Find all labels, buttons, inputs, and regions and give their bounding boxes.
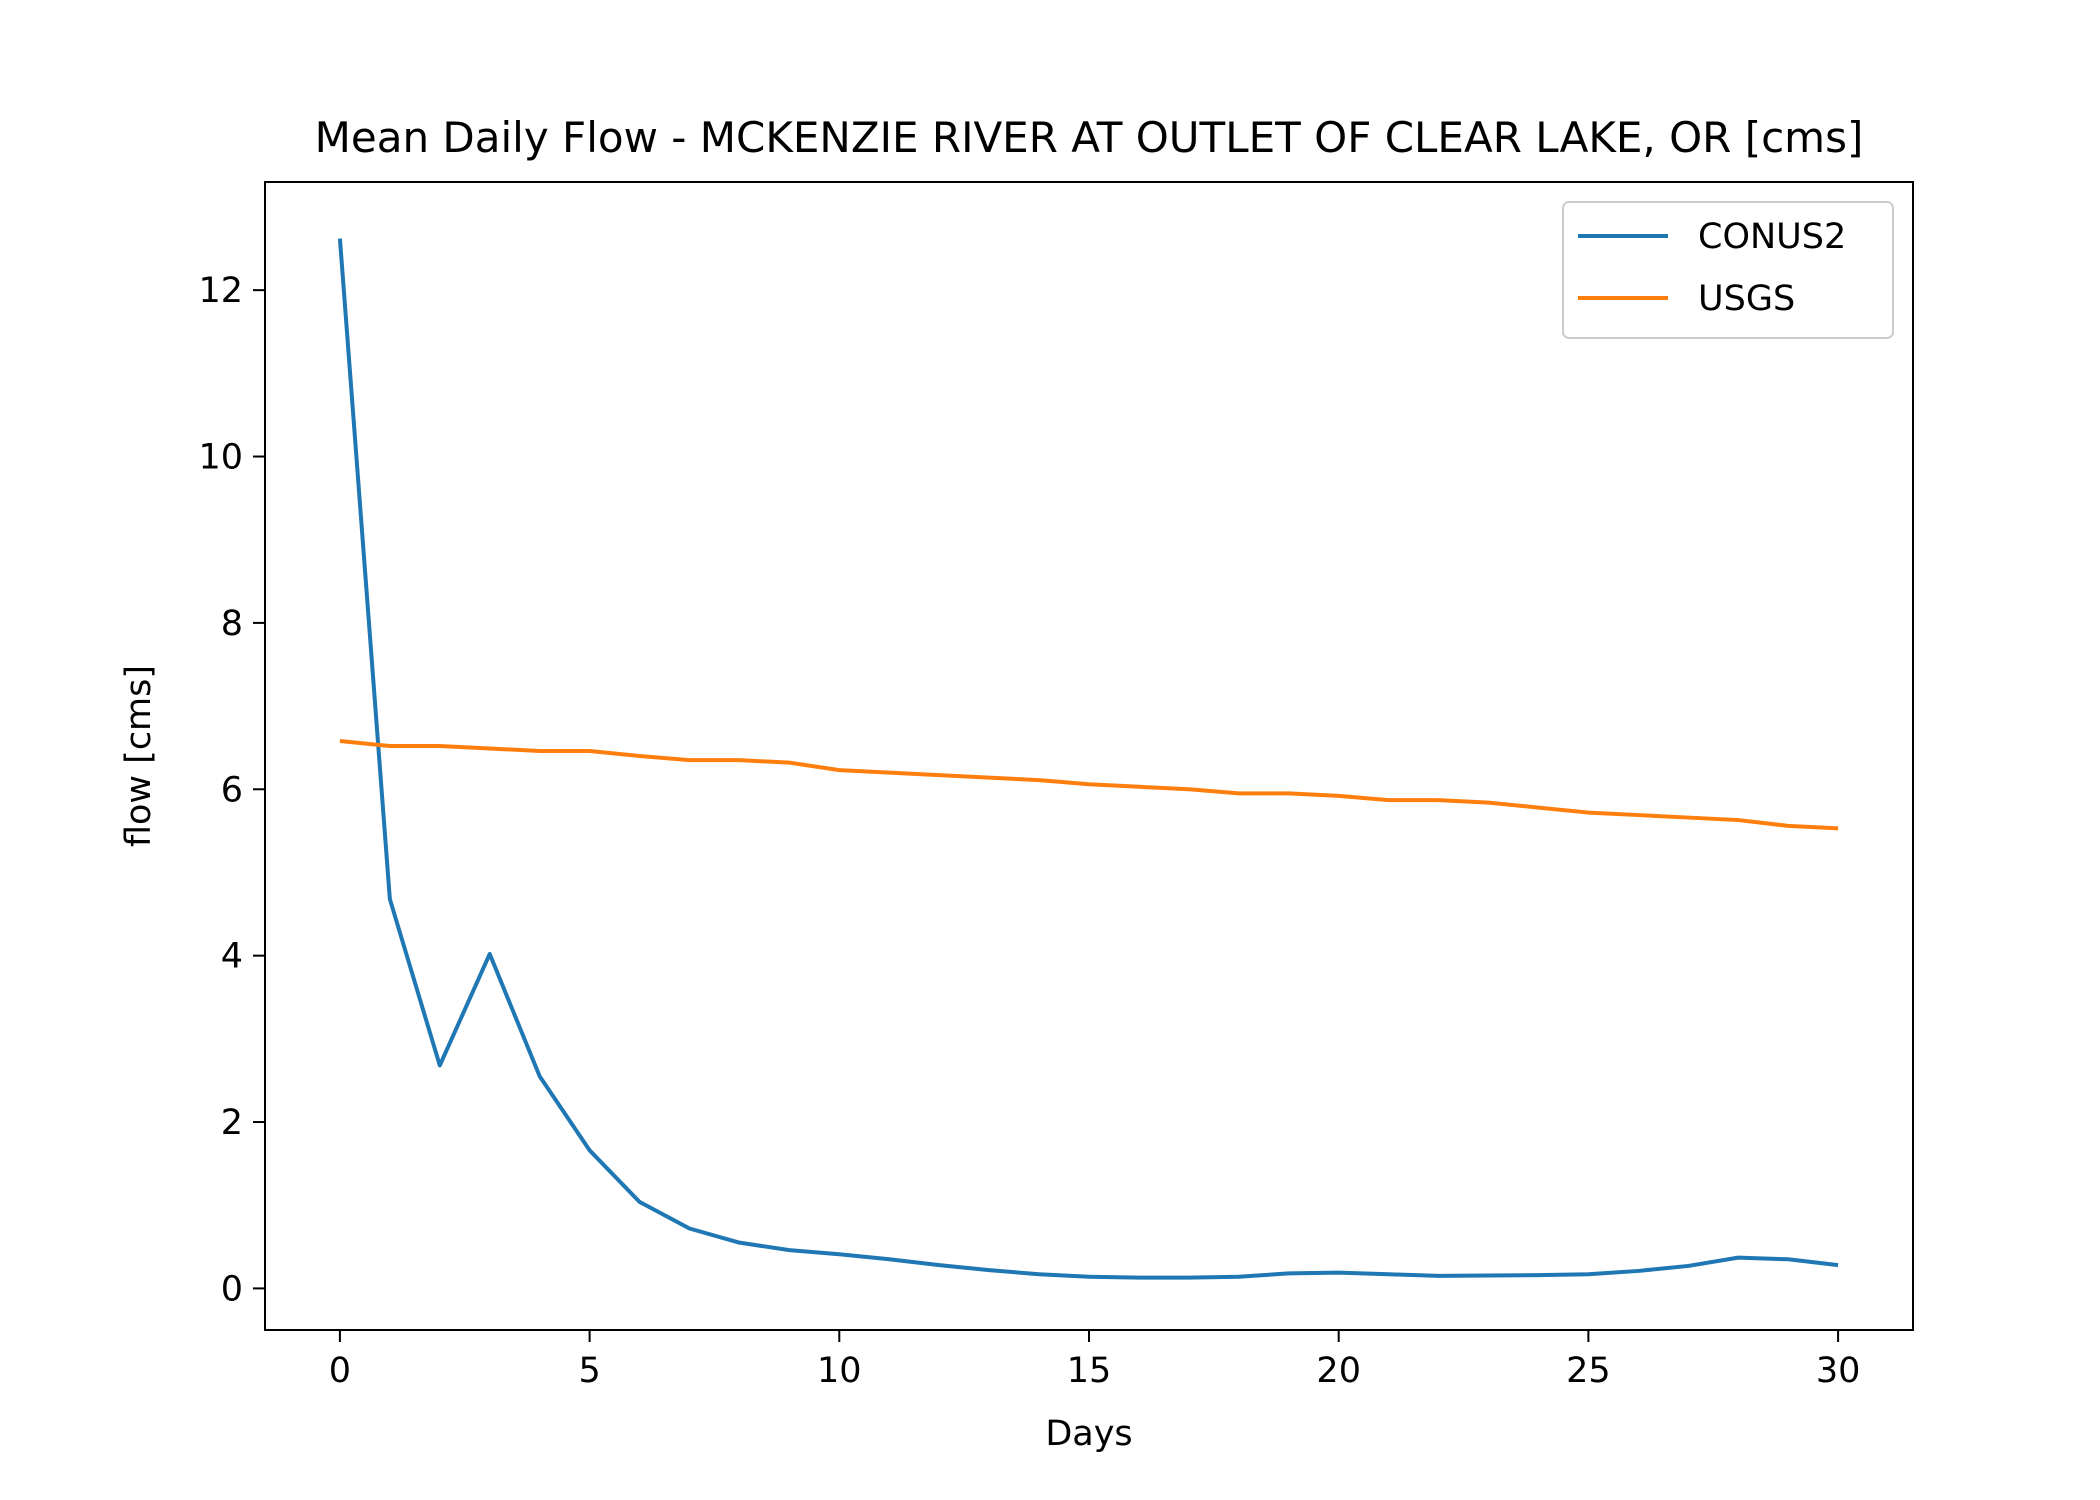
series-line-usgs bbox=[339, 739, 1839, 831]
legend: CONUS2 USGS bbox=[1562, 201, 1894, 339]
x-axis-label: Days bbox=[1045, 1414, 1132, 1454]
series-layer bbox=[337, 238, 1839, 1280]
plot-area-frame bbox=[264, 181, 1914, 1331]
y-tick-label: 8 bbox=[221, 604, 243, 644]
legend-label-usgs: USGS bbox=[1698, 279, 1795, 319]
y-tick-label: 0 bbox=[221, 1269, 243, 1309]
x-tick-label: 20 bbox=[1316, 1351, 1361, 1391]
x-tick-label: 30 bbox=[1816, 1351, 1861, 1391]
y-tick-label: 12 bbox=[198, 271, 243, 311]
x-tick-label: 5 bbox=[578, 1351, 600, 1391]
y-tick-label: 6 bbox=[221, 770, 243, 810]
x-tick-label: 10 bbox=[817, 1351, 862, 1391]
y-tick-label: 4 bbox=[221, 937, 243, 977]
x-tick-label: 0 bbox=[329, 1351, 351, 1391]
chart-title: Mean Daily Flow - MCKENZIE RIVER AT OUTL… bbox=[315, 113, 1864, 162]
x-tick-label: 15 bbox=[1067, 1351, 1112, 1391]
legend-label-conus2: CONUS2 bbox=[1698, 217, 1846, 257]
x-axis: 0 5 10 15 20 25 30 bbox=[329, 1330, 1861, 1391]
y-axis: 0 2 4 6 8 10 12 bbox=[198, 271, 265, 1309]
y-tick-label: 10 bbox=[198, 438, 243, 478]
y-tick-label: 2 bbox=[221, 1103, 243, 1143]
x-tick-label: 25 bbox=[1566, 1351, 1611, 1391]
series-line-conus2 bbox=[337, 238, 1839, 1280]
y-axis-label: flow [cms] bbox=[119, 665, 159, 847]
